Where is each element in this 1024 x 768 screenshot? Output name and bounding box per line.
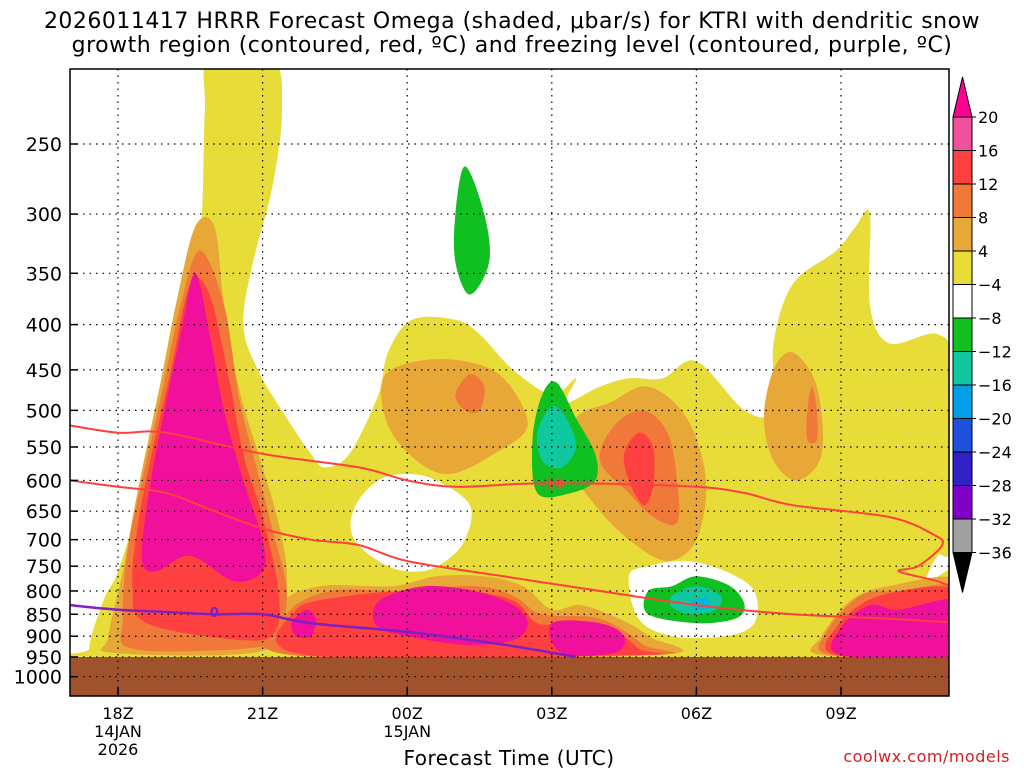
y-tick-label-400: 400	[26, 315, 62, 337]
omega-region-20-17	[141, 273, 266, 582]
colorbar-swatch-11	[952, 485, 973, 520]
colorbar-label-10: −24	[978, 443, 1012, 462]
x-tick-date-00Z: 15JAN	[383, 722, 431, 741]
dgz-contour-0	[70, 424, 949, 587]
contour-layer: -18 0	[70, 424, 949, 659]
y-tick-label-250: 250	[26, 134, 62, 156]
credit-text: coolwx.com/models	[843, 747, 1010, 766]
x-tick-label-06Z: 06Z	[681, 704, 712, 723]
chart-title-line2: growth region (contoured, red, ºC) and f…	[71, 33, 953, 58]
colorbar-label-9: −20	[978, 410, 1012, 429]
colorbar-label-6: −8	[978, 309, 1002, 328]
colorbar-swatch-9	[952, 418, 973, 453]
colorbar-swatch-3	[952, 217, 973, 252]
colorbar-swatch-0	[952, 116, 973, 151]
x-tick-label-18Z: 18Z	[102, 704, 133, 723]
gridlines	[70, 69, 949, 696]
colorbar-swatch-8	[952, 384, 973, 419]
omega-region-20-18	[291, 609, 316, 639]
x-tick-date-18Z: 14JAN	[94, 722, 142, 741]
omega-region-16-14	[623, 432, 655, 506]
omega-region-20-19	[372, 585, 528, 645]
colorbar-swatch-4	[952, 250, 973, 285]
colorbar-swatch-1	[952, 150, 973, 185]
colorbar-swatch-2	[952, 183, 973, 218]
y-tick-label-650: 650	[26, 501, 62, 523]
ground-below-surface	[70, 657, 949, 696]
dgz-contour-label: -18	[540, 478, 564, 493]
colorbar-label-13: −36	[978, 544, 1012, 563]
y-tick-label-750: 750	[26, 556, 62, 578]
omega-region-20-20	[549, 620, 626, 656]
omega-region-12-10	[806, 386, 818, 444]
colorbar-swatch-7	[952, 351, 973, 386]
colorbar-label-5: −4	[978, 276, 1002, 295]
y-tick-label-900: 900	[26, 626, 62, 648]
colorbar-label-12: −32	[978, 510, 1012, 529]
colorbar-label-1: 16	[978, 142, 998, 161]
x-tick-label-21Z: 21Z	[247, 704, 278, 723]
omega-region--8-27	[536, 405, 576, 469]
colorbar-swatch-5	[952, 284, 973, 319]
y-tick-label-1000: 1000	[14, 667, 62, 689]
x-tick-label-03Z: 03Z	[536, 704, 567, 723]
omega-region-4-0	[70, 69, 949, 664]
chart-title-line1: 2026011417 HRRR Forecast Omega (shaded, …	[43, 9, 981, 34]
y-tick-label-300: 300	[26, 204, 62, 226]
y-tick-label-950: 950	[26, 647, 62, 669]
colorbar-label-4: 4	[978, 242, 988, 261]
omega-region-8-2	[380, 359, 528, 475]
colorbar-bottom-arrow	[952, 552, 973, 593]
y-tick-label-600: 600	[26, 470, 62, 492]
colorbar-swatch-6	[952, 317, 973, 352]
omega-shading-layer	[70, 69, 949, 664]
colorbar: 20 16 12 8 4 −4 −8 −12 −16 −20 −24 −28 −32 −36	[952, 76, 1012, 593]
colorbar-swatch-12	[952, 518, 973, 553]
omega-region-20-21	[830, 598, 949, 661]
y-tick-label-550: 550	[26, 437, 62, 459]
freezing-level-contour	[70, 603, 577, 659]
omega-region--4-22	[350, 474, 472, 572]
colorbar-label-0: 20	[978, 108, 998, 127]
omega-region-12-8	[455, 373, 485, 413]
x-tick-year-18Z: 2026	[98, 740, 139, 759]
colorbar-label-7: −12	[978, 343, 1012, 362]
dgz-contour-1	[70, 479, 949, 624]
colorbar-label-3: 8	[978, 209, 988, 228]
y-tick-label-850: 850	[26, 604, 62, 626]
colorbar-label-2: 12	[978, 175, 998, 194]
y-tick-label-350: 350	[26, 263, 62, 285]
x-tick-label-00Z: 00Z	[392, 704, 423, 723]
colorbar-label-11: −28	[978, 477, 1012, 496]
y-tick-label-700: 700	[26, 530, 62, 552]
omega-region-8-4	[763, 351, 823, 481]
x-axis-label: Forecast Time (UTC)	[403, 746, 614, 768]
freezing-level-label: 0	[210, 606, 219, 621]
x-tick-label-09Z: 09Z	[825, 704, 856, 723]
y-tick-label-500: 500	[26, 400, 62, 422]
y-axis: 2503003504004505005506006507007508008509…	[14, 134, 78, 689]
colorbar-label-8: −16	[978, 376, 1012, 395]
y-tick-label-450: 450	[26, 360, 62, 382]
omega-region--4-24	[453, 166, 490, 295]
ground-layer	[70, 657, 949, 696]
plot-frame	[69, 68, 950, 697]
colorbar-swatch-10	[952, 451, 973, 486]
y-tick-label-800: 800	[26, 581, 62, 603]
colorbar-top-arrow	[952, 76, 973, 118]
